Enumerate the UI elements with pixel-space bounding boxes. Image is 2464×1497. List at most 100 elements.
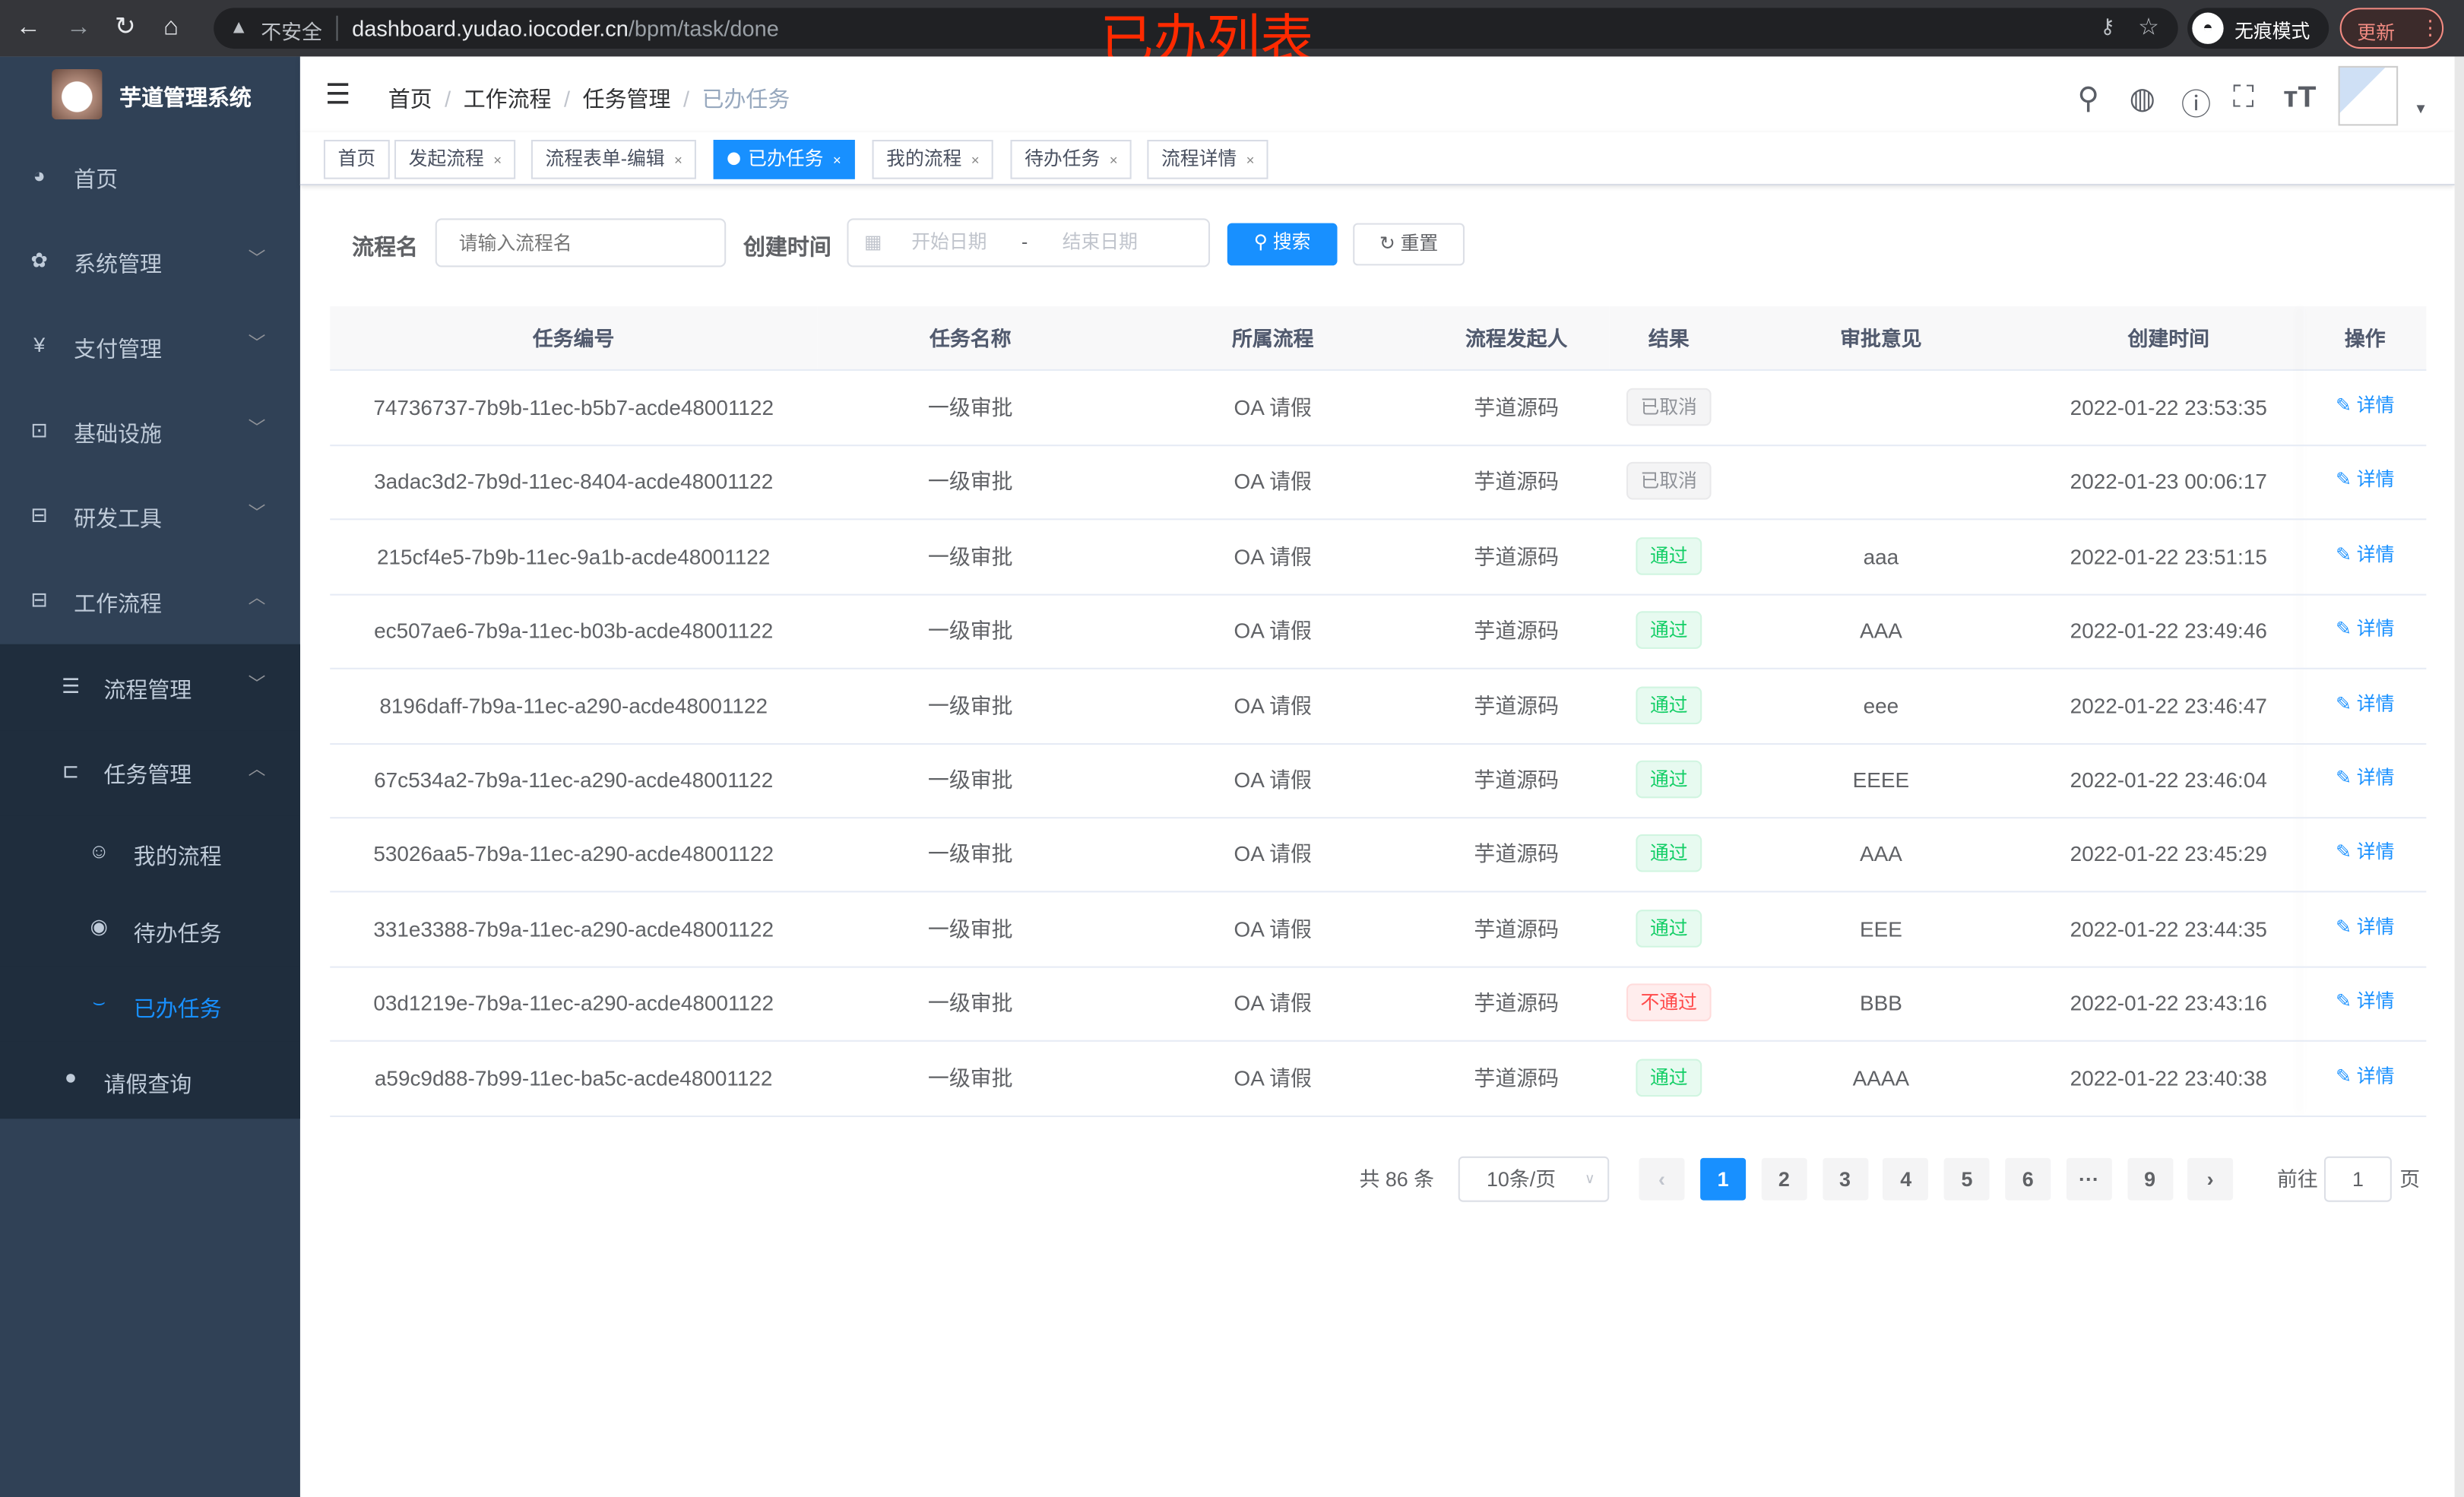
scrollbar[interactable] <box>2454 56 2464 1497</box>
sidebar-item-process-manage[interactable]: ☰ 流程管理 ﹀ <box>0 645 300 731</box>
sidebar-item-leave[interactable]: ● 请假查询 <box>0 1041 300 1119</box>
update-button[interactable]: 更新 ⋮ <box>2339 8 2444 49</box>
avatar[interactable] <box>2338 65 2399 126</box>
help-icon[interactable]: ⓘ <box>2181 89 2212 123</box>
tag-home[interactable]: 首页 <box>323 140 390 179</box>
goto-page-input[interactable]: 1 <box>2323 1156 2392 1202</box>
sidebar-item-pay[interactable]: ¥ 支付管理 ﹀ <box>0 305 300 390</box>
page-size-select[interactable]: 10条/页 ∨ <box>1458 1156 1610 1202</box>
sidebar-item-devtools[interactable]: ⊟ 研发工具 ﹀ <box>0 474 300 559</box>
tags-view: 首页 发起流程 × 流程表单-编辑 × 已办任务 × 我的流程 × 待办任务 × 流程详情… <box>299 131 2455 185</box>
close-icon[interactable]: × <box>1109 152 1118 169</box>
detail-button[interactable]: ✎ 详情 <box>2304 889 2426 963</box>
detail-button[interactable]: ✎ 详情 <box>2304 1038 2426 1112</box>
detail-button[interactable]: ✎ 详情 <box>2304 815 2426 888</box>
sidebar-item-my-process[interactable]: ☺ 我的流程 <box>0 815 300 891</box>
edit-icon: ✎ <box>2336 915 2357 938</box>
process-name-input[interactable] <box>435 218 727 267</box>
sidebar-item-label: 工作流程 <box>74 590 162 616</box>
detail-label: 详情 <box>2356 692 2395 714</box>
search-icon: ⚲ <box>1253 230 1273 253</box>
update-label: 更新 <box>2357 21 2396 44</box>
next-page-button[interactable]: › <box>2187 1157 2234 1201</box>
close-icon[interactable]: × <box>1246 152 1255 169</box>
key-icon[interactable]: ⚷ <box>2100 14 2115 38</box>
page-button[interactable]: 9 <box>2127 1157 2173 1201</box>
col-comment-cell: BBB <box>1859 992 1902 1016</box>
incognito-indicator[interactable]: ◓ 无痕模式 <box>2187 8 2329 49</box>
sidebar-item-done[interactable]: ⌣ 已办任务 <box>0 966 300 1042</box>
col-task-id-cell: 331e3388-7b9a-11ec-a290-acde48001122 <box>373 917 774 942</box>
fullscreen-icon[interactable]: ⛶ <box>2233 81 2254 115</box>
github-icon[interactable]: ◍ <box>2129 83 2155 117</box>
start-date-input[interactable]: 开始日期 <box>911 230 987 253</box>
breadcrumb-item[interactable]: 首页 <box>388 86 432 112</box>
breadcrumb-separator: / <box>564 86 571 112</box>
task-icon: ⊏ <box>62 758 80 783</box>
process-name-label: 流程名 <box>352 234 418 260</box>
forward-icon[interactable]: → <box>65 14 91 41</box>
end-date-input[interactable]: 结束日期 <box>1062 230 1138 253</box>
back-icon[interactable]: ← <box>15 14 41 41</box>
page-button[interactable]: 4 <box>1883 1157 1929 1201</box>
sidebar-item-infra[interactable]: ⊡ 基础设施 ﹀ <box>0 390 300 475</box>
font-size-icon[interactable]: ᴛT <box>2283 81 2317 115</box>
divider <box>330 445 2427 447</box>
address-bar[interactable]: ▲ 不安全 dashboard.yudao.iocoder.cn/bpm/tas… <box>214 8 2178 49</box>
chevron-up-icon: ︿ <box>248 589 266 609</box>
close-icon[interactable]: × <box>832 152 841 169</box>
tag-label: 我的流程 <box>886 147 962 170</box>
detail-button[interactable]: ✎ 详情 <box>2304 517 2426 590</box>
tag-todo[interactable]: 待办任务 × <box>1010 140 1132 179</box>
col-starter-cell: 芋道源码 <box>1474 992 1560 1016</box>
sidebar-item-system[interactable]: ✿ 系统管理 ﹀ <box>0 220 300 305</box>
chevron-down-icon: ﹀ <box>248 676 266 695</box>
search-button[interactable]: ⚲ 搜索 <box>1227 223 1338 266</box>
edit-icon: ✎ <box>2336 394 2357 416</box>
sidebar-item-workflow[interactable]: ⊟ 工作流程 ︿ <box>0 559 300 644</box>
detail-label: 详情 <box>2356 468 2395 491</box>
page-button[interactable]: 5 <box>1944 1157 1990 1201</box>
tag-done-tasks[interactable]: 已办任务 × <box>713 140 856 179</box>
home-icon[interactable]: ⌂ <box>163 14 179 41</box>
page-button[interactable]: 2 <box>1761 1157 1807 1201</box>
page-button[interactable]: 3 <box>1822 1157 1868 1201</box>
col-result-header: 结果 <box>1609 306 1729 371</box>
tag-my-process[interactable]: 我的流程 × <box>872 140 994 179</box>
close-icon[interactable]: × <box>674 152 683 169</box>
caret-down-icon[interactable]: ▼ <box>2413 100 2428 117</box>
search-icon[interactable]: ⚲ <box>2077 83 2100 117</box>
refresh-icon: ↻ <box>1379 233 1401 255</box>
reload-icon[interactable]: ↻ <box>114 14 136 41</box>
date-range-picker[interactable]: ▦ 开始日期 - 结束日期 <box>847 218 1211 267</box>
gear-icon: ✿ <box>30 248 48 272</box>
detail-button[interactable]: ✎ 详情 <box>2304 591 2426 665</box>
page-button[interactable]: 1 <box>1700 1157 1747 1201</box>
tag-form-edit[interactable]: 流程表单-编辑 × <box>530 140 697 179</box>
col-created-cell: 2022-01-22 23:51:15 <box>2070 545 2267 569</box>
detail-button[interactable]: ✎ 详情 <box>2304 368 2426 442</box>
toolbox-icon: ⊟ <box>30 587 48 612</box>
page-button[interactable]: ··· <box>2066 1157 2112 1201</box>
sidebar-item-todo[interactable]: ◉ 待办任务 <box>0 891 300 967</box>
result-cell: 通过 <box>1609 818 1728 891</box>
page-button[interactable]: 6 <box>2005 1157 2051 1201</box>
star-icon[interactable]: ☆ <box>2138 14 2159 41</box>
hamburger-icon[interactable]: ☰ <box>325 78 351 110</box>
sidebar-item-task-manage[interactable]: ⊏ 任务管理 ︿ <box>0 730 300 816</box>
prev-page-button[interactable]: ‹ <box>1639 1157 1685 1201</box>
detail-button[interactable]: ✎ 详情 <box>2304 666 2426 739</box>
col-process-cell: OA 请假 <box>1234 545 1312 569</box>
detail-button[interactable]: ✎ 详情 <box>2304 964 2426 1037</box>
close-icon[interactable]: × <box>971 152 980 169</box>
detail-button[interactable]: ✎ 详情 <box>2304 442 2426 516</box>
divider <box>330 742 2427 745</box>
sidebar-item-home[interactable]: ◕ 首页 <box>0 135 300 220</box>
close-icon[interactable]: × <box>493 152 502 169</box>
col-task-name-cell: 一级审批 <box>927 917 1013 942</box>
breadcrumb-current: 已办任务 <box>702 86 790 112</box>
reset-button[interactable]: ↻ 重置 <box>1353 223 1465 266</box>
detail-button[interactable]: ✎ 详情 <box>2304 740 2426 814</box>
tag-process-detail[interactable]: 流程详情 × <box>1147 140 1269 179</box>
tag-start-process[interactable]: 发起流程 × <box>394 140 516 179</box>
